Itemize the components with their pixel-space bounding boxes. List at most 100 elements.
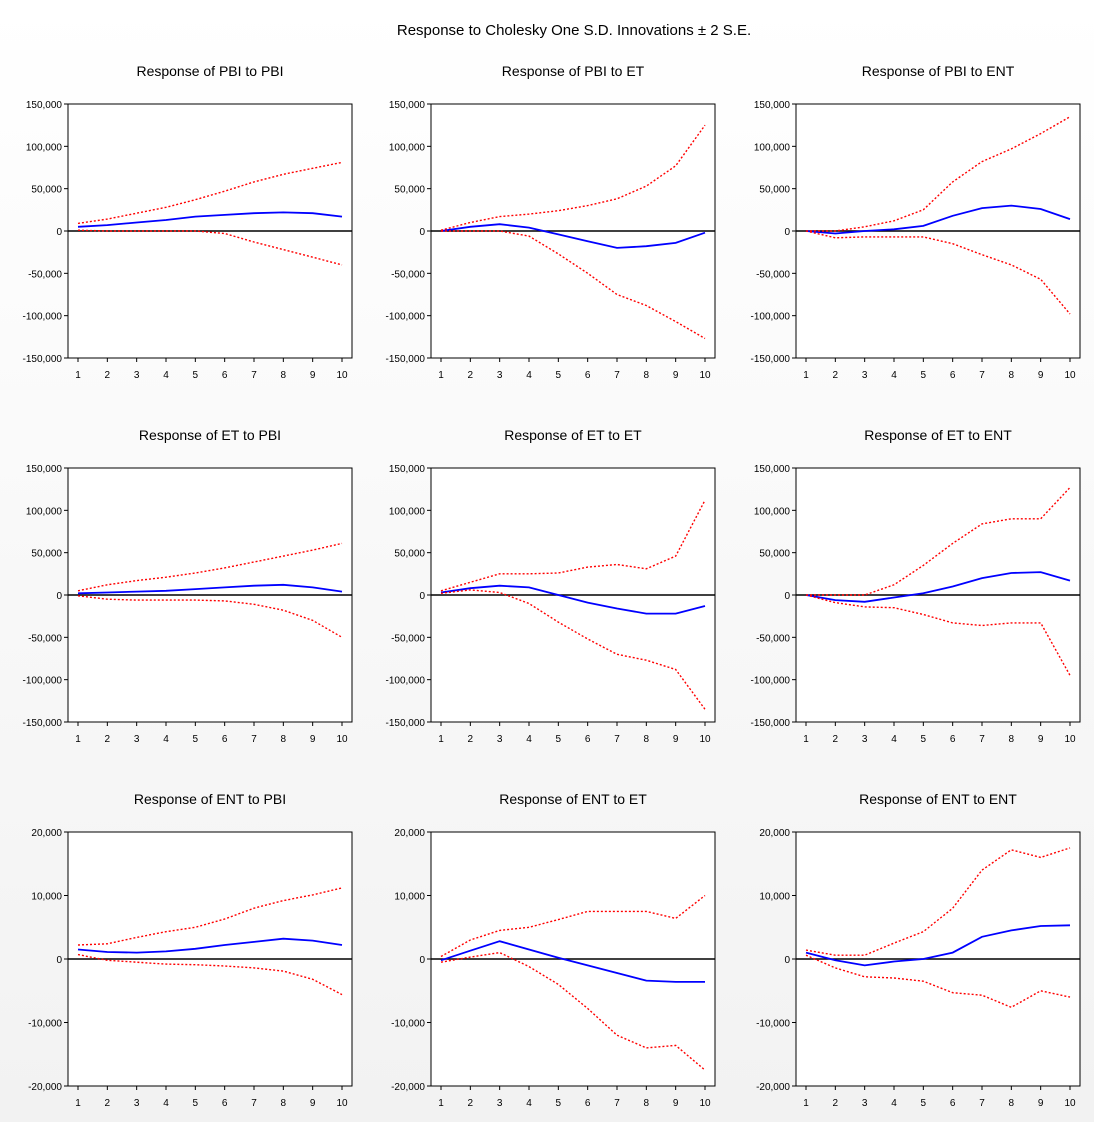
y-tick-label: 0 <box>56 591 62 602</box>
chart-panel: Response of ENT to PBI 20,000 10,000 0 -10,0… <box>28 791 353 1109</box>
chart-panel: Response of ET to PBI 150,000 100,000 50,00… <box>23 427 353 745</box>
y-tick-label: -100,000 <box>23 676 63 687</box>
panel-title: Response of ET to ENT <box>864 427 1012 443</box>
y-tick-label: 100,000 <box>389 142 426 153</box>
upper-band-line <box>806 487 1071 596</box>
lower-band-line <box>805 230 1071 315</box>
x-tick-label: 1 <box>803 1098 809 1109</box>
x-tick-label: 3 <box>862 1098 868 1109</box>
x-tick-label: 9 <box>310 370 316 381</box>
y-tick-label: 50,000 <box>394 549 425 560</box>
x-tick-label: 6 <box>222 370 228 381</box>
x-tick-label: 8 <box>644 734 650 745</box>
x-tick-label: 9 <box>1038 370 1044 381</box>
x-tick-label: 2 <box>833 370 839 381</box>
x-tick-label: 10 <box>336 1098 348 1109</box>
y-tick-label: 150,000 <box>26 464 63 475</box>
x-tick-label: 5 <box>921 1098 927 1109</box>
x-tick-label: 7 <box>614 734 620 745</box>
x-tick-label: 7 <box>979 734 985 745</box>
y-tick-label: -20,000 <box>756 1082 790 1093</box>
y-tick-label: 20,000 <box>759 828 790 839</box>
x-tick-label: 5 <box>556 1098 562 1109</box>
lower-band-line <box>77 595 343 638</box>
y-tick-label: 100,000 <box>754 142 791 153</box>
x-tick-label: 4 <box>163 734 169 745</box>
y-tick-label: -100,000 <box>751 676 791 687</box>
x-tick-label: 2 <box>105 370 111 381</box>
x-tick-label: 9 <box>673 370 679 381</box>
x-tick-label: 1 <box>438 734 444 745</box>
x-tick-label: 10 <box>699 370 711 381</box>
x-tick-label: 4 <box>891 734 897 745</box>
x-tick-label: 2 <box>833 734 839 745</box>
x-tick-label: 4 <box>526 370 532 381</box>
x-tick-label: 7 <box>614 370 620 381</box>
y-tick-label: -50,000 <box>28 633 62 644</box>
x-tick-label: 4 <box>526 734 532 745</box>
x-tick-label: 10 <box>1064 370 1076 381</box>
response-line <box>440 223 706 249</box>
x-tick-label: 8 <box>1009 734 1015 745</box>
x-tick-label: 10 <box>699 734 711 745</box>
y-tick-label: -10,000 <box>28 1019 62 1030</box>
y-tick-label: -50,000 <box>391 269 425 280</box>
x-tick-label: 6 <box>585 734 591 745</box>
y-tick-label: 100,000 <box>26 506 63 517</box>
x-tick-label: 3 <box>134 1098 140 1109</box>
y-tick-label: -100,000 <box>751 312 791 323</box>
upper-band-line <box>440 124 706 231</box>
chart-panel: Response of PBI to PBI 150,000 100,000 50,0… <box>23 63 353 381</box>
y-tick-label: 150,000 <box>26 100 63 111</box>
panel-title: Response of PBI to PBI <box>136 63 283 79</box>
x-tick-label: 8 <box>281 734 287 745</box>
y-tick-label: -100,000 <box>386 676 426 687</box>
x-tick-label: 5 <box>921 734 927 745</box>
y-tick-label: -150,000 <box>23 354 63 365</box>
y-tick-label: 0 <box>419 955 425 966</box>
x-tick-label: 7 <box>979 1098 985 1109</box>
y-tick-label: 0 <box>419 227 425 238</box>
response-line <box>77 937 343 954</box>
x-tick-label: 4 <box>891 370 897 381</box>
chart-panel: Response of ENT to ET 20,000 10,000 0 -10,00… <box>391 791 716 1109</box>
x-tick-label: 9 <box>673 734 679 745</box>
x-tick-label: 4 <box>163 370 169 381</box>
x-tick-label: 1 <box>438 370 444 381</box>
chart-panel: Response of ET to ET 150,000 100,000 50,000… <box>386 427 716 745</box>
response-line <box>77 583 343 595</box>
x-tick-label: 9 <box>310 734 316 745</box>
x-tick-label: 3 <box>134 370 140 381</box>
chart-panel: Response of PBI to ENT 150,000 100,000 50,0… <box>751 63 1081 381</box>
y-tick-label: -100,000 <box>386 312 426 323</box>
x-tick-label: 8 <box>644 1098 650 1109</box>
x-tick-label: 2 <box>833 1098 839 1109</box>
x-tick-label: 3 <box>862 734 868 745</box>
x-tick-label: 8 <box>281 370 287 381</box>
x-tick-label: 8 <box>1009 370 1015 381</box>
x-tick-label: 8 <box>1009 1098 1015 1109</box>
x-tick-label: 4 <box>891 1098 897 1109</box>
x-tick-label: 10 <box>336 734 348 745</box>
panel-title: Response of ENT to ENT <box>859 791 1017 807</box>
y-tick-label: -150,000 <box>386 718 426 729</box>
x-tick-label: 5 <box>193 1098 199 1109</box>
x-tick-label: 8 <box>644 370 650 381</box>
y-tick-label: 10,000 <box>394 892 425 903</box>
panel-title: Response of ET to PBI <box>139 427 281 443</box>
x-tick-label: 6 <box>950 1098 956 1109</box>
response-line <box>77 211 343 228</box>
y-tick-label: 0 <box>419 591 425 602</box>
upper-band-line <box>77 542 343 592</box>
y-tick-label: 150,000 <box>754 100 791 111</box>
x-tick-label: 8 <box>281 1098 287 1109</box>
x-tick-label: 7 <box>251 734 257 745</box>
x-tick-label: 10 <box>1064 734 1076 745</box>
x-tick-label: 7 <box>251 1098 257 1109</box>
response-line <box>805 924 1071 967</box>
upper-band-line <box>440 499 706 592</box>
y-tick-label: -10,000 <box>756 1019 790 1030</box>
y-tick-label: 100,000 <box>26 142 63 153</box>
y-tick-label: 0 <box>784 227 790 238</box>
x-tick-label: 9 <box>673 1098 679 1109</box>
